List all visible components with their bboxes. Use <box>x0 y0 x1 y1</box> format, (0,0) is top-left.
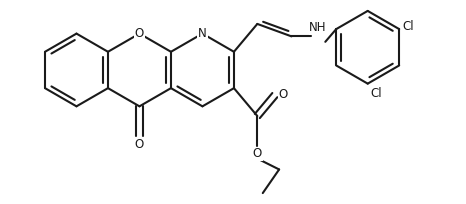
Text: O: O <box>135 27 144 40</box>
Text: Cl: Cl <box>403 20 414 33</box>
Text: O: O <box>135 138 144 151</box>
Text: NH: NH <box>309 21 327 34</box>
Text: O: O <box>253 147 262 160</box>
Text: N: N <box>198 27 207 40</box>
Text: O: O <box>278 88 288 101</box>
Text: Cl: Cl <box>370 87 382 100</box>
